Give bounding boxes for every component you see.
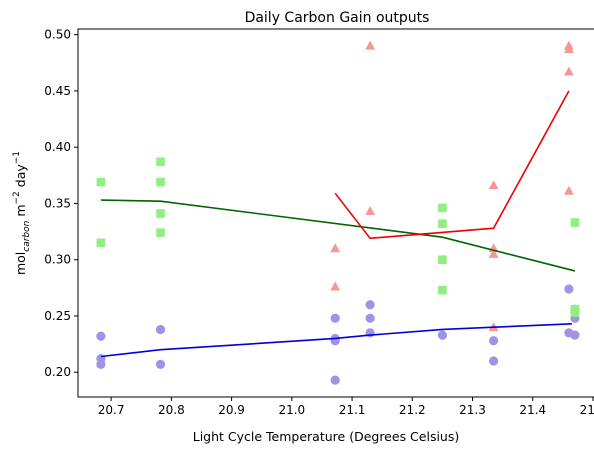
square-point bbox=[96, 177, 106, 187]
x-tick-label: 21.0 bbox=[278, 403, 305, 417]
y-label-sub: carbon bbox=[22, 220, 32, 251]
circle-point bbox=[437, 330, 448, 340]
y-tick-label: 0.40 bbox=[44, 140, 71, 154]
square-point bbox=[156, 228, 165, 237]
x-tick-label: 20.7 bbox=[98, 403, 125, 417]
series-2-line bbox=[100, 199, 576, 272]
series-1-line bbox=[100, 323, 572, 358]
y-label-sup1: −2 bbox=[12, 191, 22, 204]
y-tick-label: 0.20 bbox=[44, 365, 71, 379]
plot-frame bbox=[77, 28, 594, 398]
square-point bbox=[156, 157, 165, 167]
chart-title: Daily Carbon Gain outputs bbox=[245, 10, 430, 26]
y-label-sup2: −1 bbox=[12, 151, 22, 164]
x-axis: 20.7 20.8 20.9 21.0 21.1 21.2 21.3 21.4 21.5 bbox=[98, 397, 594, 417]
x-tick-label: 20.9 bbox=[218, 403, 245, 417]
triangle-point bbox=[365, 40, 376, 50]
circle-point bbox=[330, 375, 340, 385]
square-point bbox=[156, 209, 165, 218]
series-2-points bbox=[96, 157, 580, 317]
series-3-line bbox=[334, 90, 570, 240]
square-point bbox=[156, 177, 165, 187]
circle-point bbox=[155, 359, 166, 369]
triangle-point bbox=[488, 180, 499, 190]
x-tick-label: 21.1 bbox=[339, 403, 366, 417]
circle-point bbox=[489, 336, 499, 346]
plot-area bbox=[96, 40, 580, 385]
square-point bbox=[438, 219, 447, 228]
y-tick-label: 0.35 bbox=[44, 196, 71, 210]
square-point bbox=[570, 308, 580, 317]
x-tick-label: 21.2 bbox=[399, 403, 426, 417]
x-tick-label: 20.8 bbox=[158, 403, 185, 417]
y-axis-label: molcarbon m−2 day−1 bbox=[12, 151, 32, 275]
y-label-mid2: day bbox=[13, 164, 28, 192]
square-point bbox=[438, 203, 447, 213]
circle-point bbox=[96, 359, 106, 369]
square-point bbox=[438, 255, 447, 265]
y-tick-label: 0.25 bbox=[44, 309, 71, 323]
square-point bbox=[96, 238, 106, 248]
circle-point bbox=[365, 313, 375, 323]
square-point bbox=[438, 285, 447, 295]
triangle-point bbox=[488, 248, 499, 258]
x-tick-label: 21.3 bbox=[459, 403, 486, 417]
circle-point bbox=[155, 324, 166, 335]
triangle-point bbox=[563, 185, 574, 195]
y-tick-label: 0.50 bbox=[44, 28, 71, 42]
triangle-point bbox=[563, 44, 574, 54]
triangle-point bbox=[563, 66, 574, 76]
y-label-mid: m bbox=[13, 204, 28, 220]
triangle-point bbox=[330, 281, 341, 291]
y-axis: 0.20 0.25 0.30 0.35 0.40 0.45 0.50 bbox=[44, 28, 78, 379]
series-3-points bbox=[330, 40, 574, 331]
circle-point bbox=[96, 331, 106, 341]
x-axis-label: Light Cycle Temperature (Degrees Celsius… bbox=[193, 429, 460, 444]
x-tick-label: 21.4 bbox=[519, 403, 546, 417]
y-tick-label: 0.30 bbox=[44, 253, 71, 267]
triangle-point bbox=[330, 243, 341, 253]
circle-point bbox=[570, 330, 580, 340]
square-point bbox=[570, 218, 580, 227]
series-1-points bbox=[96, 284, 580, 385]
circle-point bbox=[330, 313, 340, 323]
y-tick-label: 0.45 bbox=[44, 84, 71, 98]
triangle-point bbox=[365, 206, 376, 216]
circle-point bbox=[489, 356, 499, 366]
circle-point bbox=[365, 300, 375, 310]
circle-point bbox=[564, 284, 574, 294]
x-tick-label: 21.5 bbox=[580, 403, 594, 417]
y-label-base: mol bbox=[13, 252, 28, 275]
